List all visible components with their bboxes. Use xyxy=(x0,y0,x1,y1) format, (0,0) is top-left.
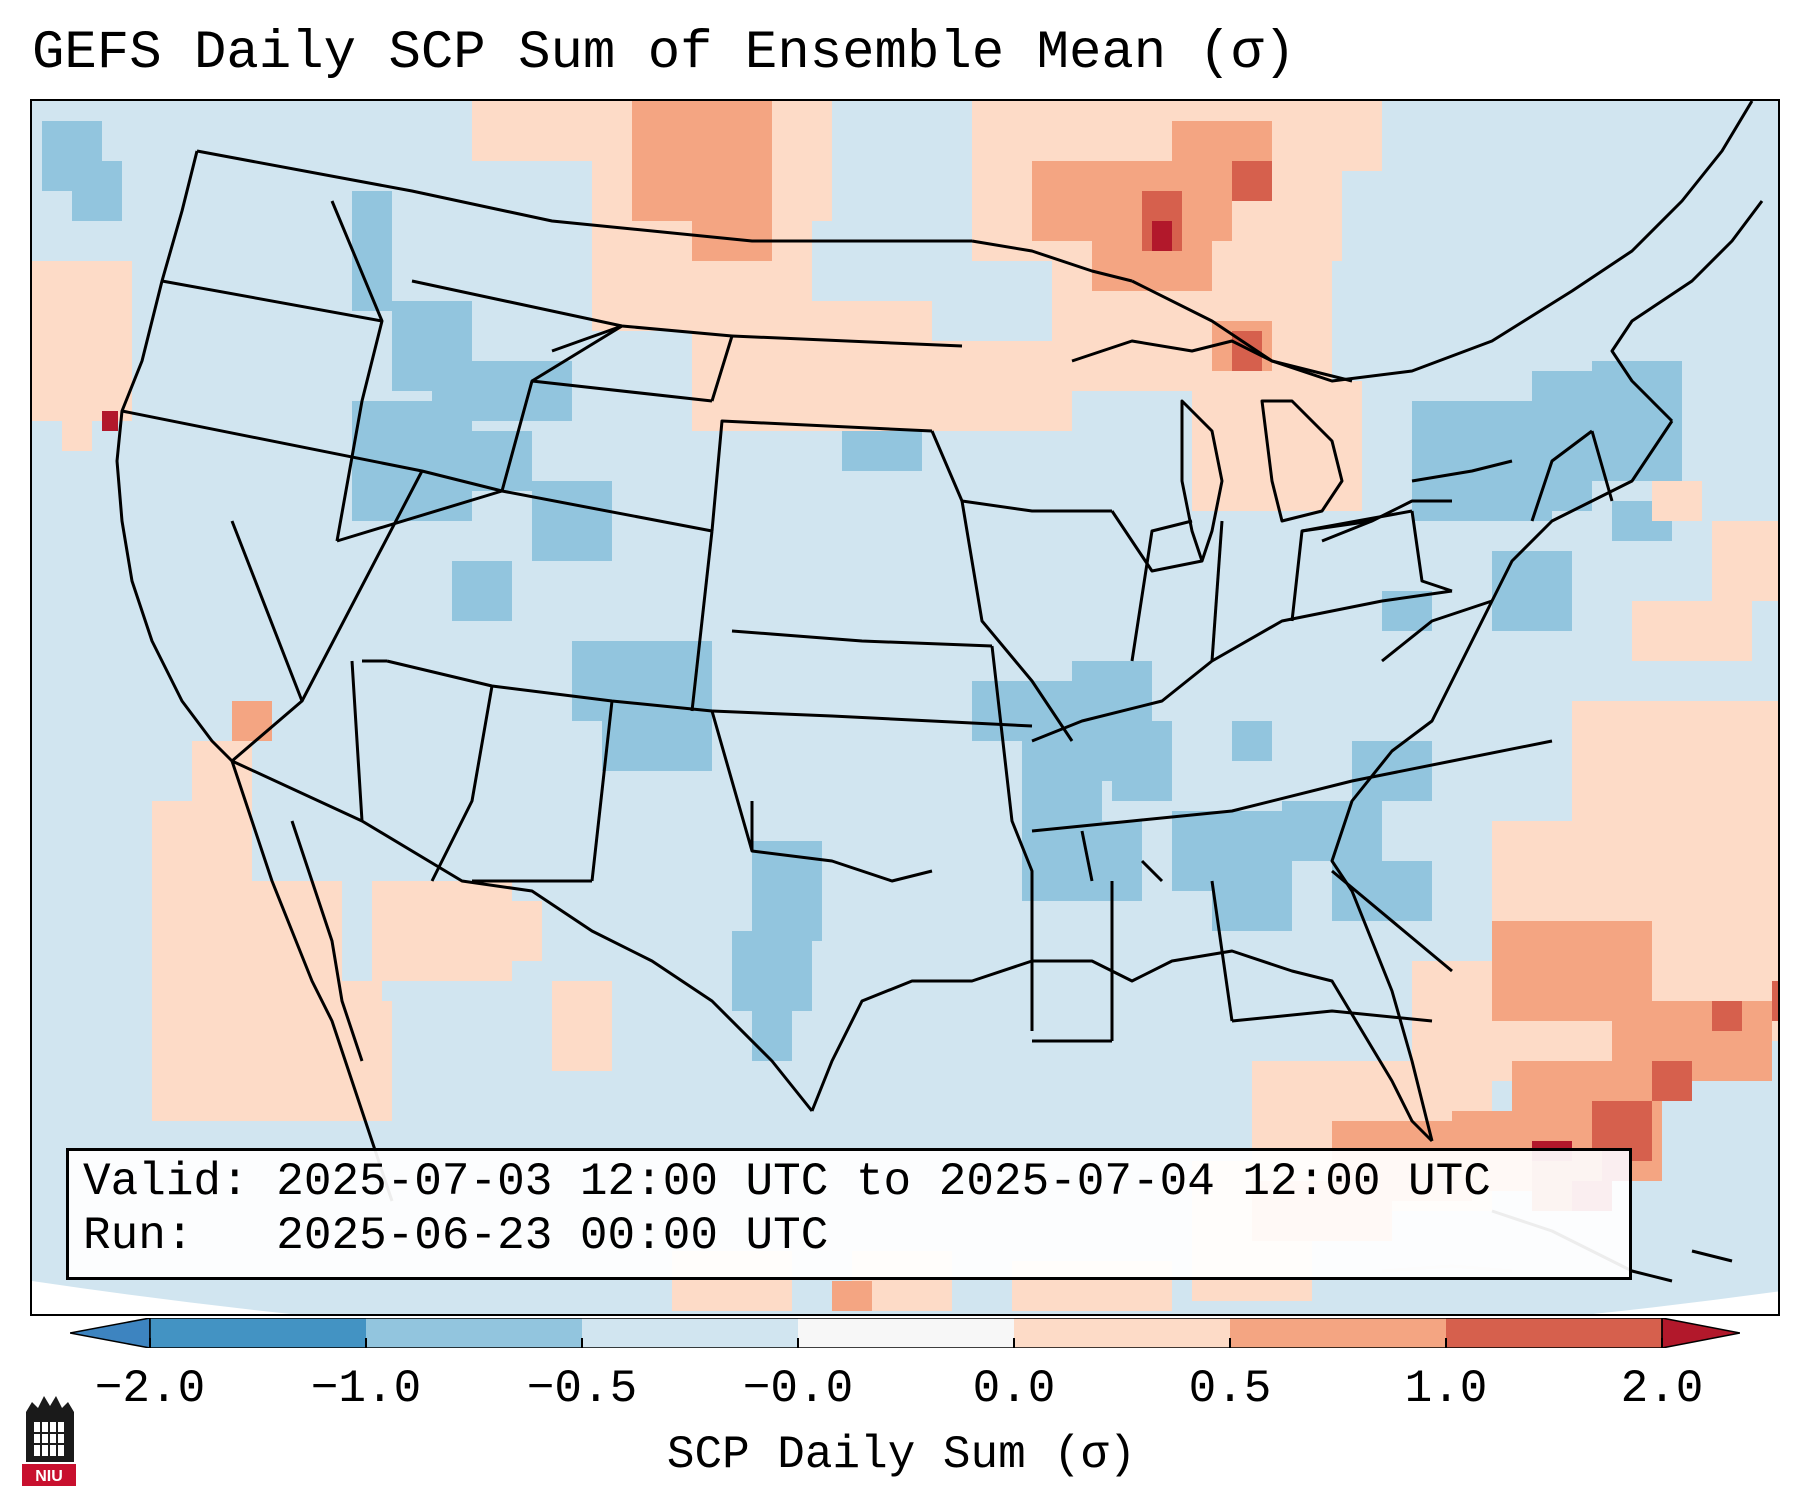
colorbar-label: SCP Daily Sum (σ) xyxy=(666,1429,1137,1481)
colorbar-bin-3 xyxy=(582,1318,798,1348)
colorbar-tick-label: 2.0 xyxy=(1620,1363,1704,1415)
colorbar-over-arrow xyxy=(1661,1318,1740,1348)
niu-building-icon: NIU xyxy=(22,1396,76,1486)
negative-anomaly-cells xyxy=(42,121,1682,1061)
colorbar-tick-label: −1.0 xyxy=(310,1363,422,1415)
colorbar-bin-1 xyxy=(150,1318,366,1348)
colorbar-tick-label: −2.0 xyxy=(94,1363,206,1415)
colorbar-under-arrow xyxy=(70,1318,151,1348)
valid-value: 2025-07-03 12:00 UTC to 2025-07-04 12:00… xyxy=(276,1156,1491,1208)
colorbar-tick-label: −0.0 xyxy=(742,1363,854,1415)
colorbar-tick-label: −0.5 xyxy=(526,1363,638,1415)
logo-text: NIU xyxy=(35,1468,63,1485)
figure-title: GEFS Daily SCP Sum of Ensemble Mean (σ) xyxy=(32,23,1296,84)
colorbar xyxy=(70,1318,1740,1348)
colorbar-bin-7 xyxy=(1446,1318,1662,1348)
colorbar-bin-6 xyxy=(1230,1318,1446,1348)
colorbar-bin-2 xyxy=(366,1318,582,1348)
colorbar-bin-4 xyxy=(798,1318,1014,1348)
valid-label: Valid: xyxy=(83,1156,249,1208)
run-value: 2025-06-23 00:00 UTC xyxy=(276,1210,829,1262)
colorbar-bin-5 xyxy=(1014,1318,1230,1348)
colorbar-tick-label: 1.0 xyxy=(1404,1363,1488,1415)
run-label: Run: xyxy=(83,1210,194,1262)
map-panel xyxy=(30,99,1780,1316)
colorbar-tick-label: 0.5 xyxy=(1188,1363,1272,1415)
map-svg xyxy=(32,101,1778,1314)
colorbar-tick-label: 0.0 xyxy=(972,1363,1056,1415)
valid-run-infobox: Valid: 2025-07-03 12:00 UTC to 2025-07-0… xyxy=(66,1148,1632,1280)
